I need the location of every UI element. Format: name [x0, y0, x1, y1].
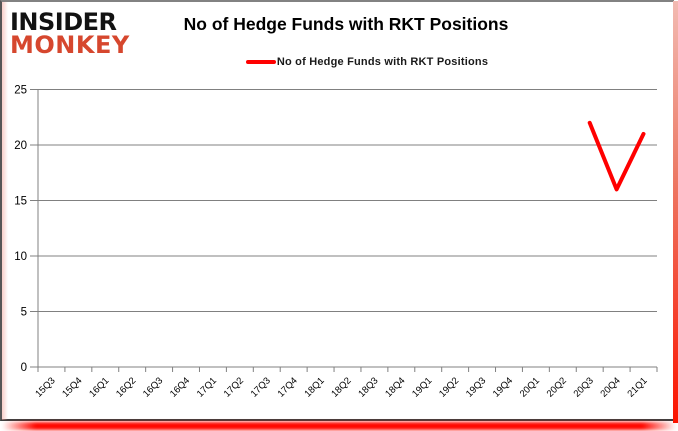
x-tick-label: 19Q2 — [437, 375, 461, 399]
series-line — [587, 120, 646, 192]
legend-label: No of Hedge Funds with RKT Positions — [276, 56, 489, 68]
x-tick-label: 18Q3 — [356, 375, 380, 399]
x-tick-label: 21Q1 — [625, 375, 649, 399]
x-tick-label: 20Q4 — [599, 375, 623, 399]
x-tick-label: 16Q2 — [114, 375, 138, 399]
insider-monkey-logo: INSIDER MONKEY — [10, 8, 130, 59]
x-tick-label: 18Q1 — [302, 375, 326, 399]
x-tick-label: 17Q3 — [249, 375, 273, 399]
x-tick-label: 16Q3 — [141, 375, 165, 399]
x-tick-label: 20Q3 — [572, 375, 596, 399]
chart-legend: No of Hedge Funds with RKT Positions — [28, 56, 678, 68]
x-tick-label: 17Q4 — [276, 375, 300, 399]
x-tick-label: 18Q2 — [329, 375, 353, 399]
x-tick-label: 20Q2 — [545, 375, 569, 399]
x-tick-label: 19Q1 — [410, 375, 434, 399]
logo-insider-text: INSIDER — [10, 8, 117, 36]
legend-line-swatch-icon — [245, 60, 276, 64]
x-tick-label: 16Q1 — [87, 375, 111, 399]
x-tick-label: 17Q2 — [222, 375, 246, 399]
chart-title: No of Hedge Funds with RKT Positions — [183, 14, 509, 34]
y-tick-label: 0 — [21, 362, 27, 374]
y-tick-label: 15 — [14, 196, 27, 208]
x-tick-label: 20Q1 — [518, 375, 542, 399]
x-tick-label: 17Q1 — [195, 375, 219, 399]
x-tick-label: 18Q4 — [383, 375, 407, 399]
x-tick-label: 15Q3 — [33, 375, 57, 399]
x-tick-label: 19Q4 — [491, 375, 515, 399]
y-tick-label: 5 — [21, 307, 27, 319]
y-tick-label: 10 — [14, 251, 27, 263]
x-tick-label: 16Q4 — [168, 375, 192, 399]
y-tick-label: 25 — [14, 85, 27, 97]
x-tick-label: 15Q4 — [60, 375, 84, 399]
y-tick-label: 20 — [14, 140, 27, 152]
x-tick-label: 19Q3 — [464, 375, 488, 399]
logo-monkey-text: MONKEY — [10, 30, 130, 59]
